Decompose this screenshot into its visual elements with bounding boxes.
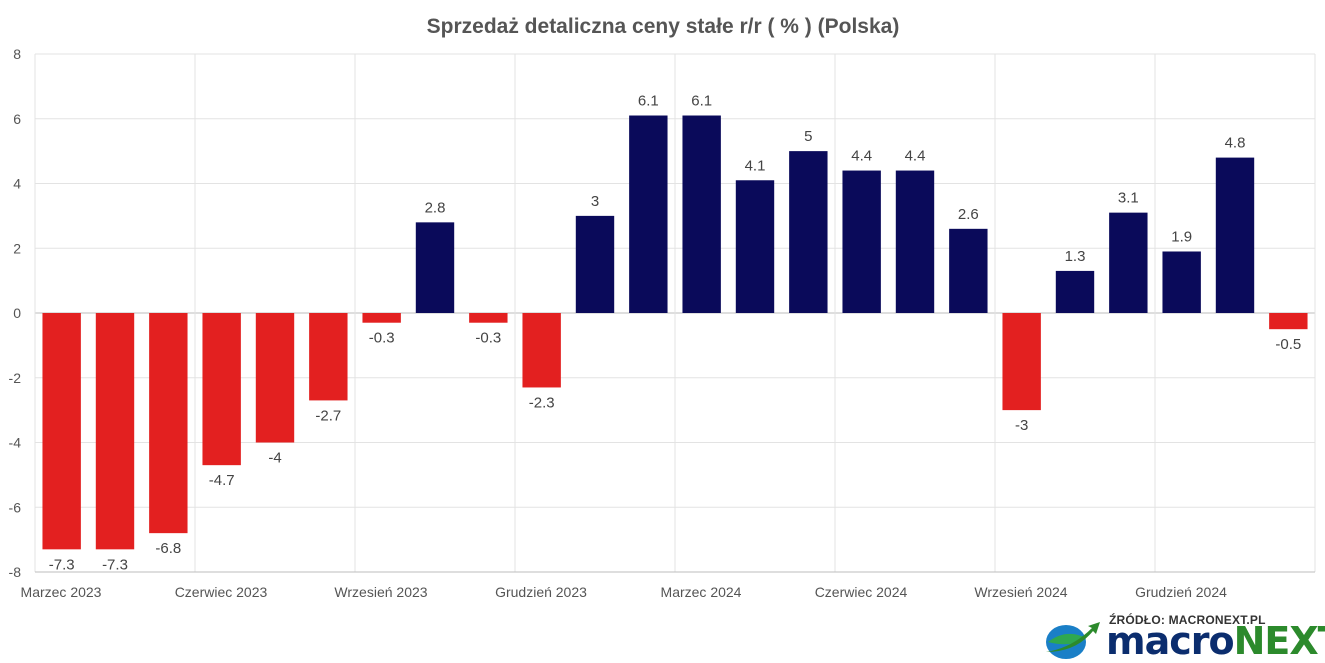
data-label: 1.9 xyxy=(1171,228,1192,245)
bars xyxy=(42,115,1308,550)
data-label: -2.3 xyxy=(529,394,555,411)
bar xyxy=(255,313,295,443)
data-label: -2.7 xyxy=(315,407,341,424)
bar xyxy=(95,313,135,550)
bar xyxy=(1109,212,1148,313)
bar xyxy=(149,313,188,534)
bar xyxy=(895,170,935,313)
data-label: 2.6 xyxy=(958,206,979,223)
y-tick-label: 0 xyxy=(13,305,21,321)
data-label: -7.3 xyxy=(102,556,128,573)
data-labels: -7.3 -7.3 -6.8 -4.7 -4 -2.7 -0.3 2.8 -0.3 -2.3 3 6.… xyxy=(49,93,1302,574)
bar xyxy=(735,180,775,313)
bar xyxy=(575,215,615,313)
bar xyxy=(1055,270,1095,313)
data-label: 4.8 xyxy=(1225,135,1246,152)
bar xyxy=(522,313,561,388)
bar xyxy=(1002,313,1041,411)
y-tick-label: 8 xyxy=(13,46,21,62)
data-label: 2.8 xyxy=(425,199,446,216)
y-tick-label: -2 xyxy=(9,370,22,386)
data-label: -0.5 xyxy=(1275,336,1301,353)
bar xyxy=(842,170,881,313)
data-label: 5 xyxy=(804,128,812,145)
data-label: -3 xyxy=(1015,417,1028,434)
bar xyxy=(469,313,508,323)
brand-logo: macroNEXT xyxy=(1106,622,1325,660)
data-label: 4.4 xyxy=(851,148,872,165)
y-tick-label: 2 xyxy=(13,240,21,256)
data-label: 3.1 xyxy=(1118,190,1139,207)
bar xyxy=(1215,157,1255,313)
bar xyxy=(362,313,401,323)
data-label: -4 xyxy=(268,450,281,467)
bar xyxy=(202,313,241,466)
y-tick-label: -8 xyxy=(9,564,22,580)
x-tick-label: Grudzień 2023 xyxy=(495,584,587,600)
data-label: 6.1 xyxy=(691,93,712,110)
bar xyxy=(309,313,348,401)
bar xyxy=(1162,251,1201,313)
bar xyxy=(1269,313,1308,330)
x-tick-label: Marzec 2024 xyxy=(661,584,742,600)
data-label: 6.1 xyxy=(638,93,659,110)
y-tick-label: 4 xyxy=(13,176,21,192)
data-label: -6.8 xyxy=(155,540,181,557)
data-label: -7.3 xyxy=(49,556,75,573)
bar xyxy=(42,313,81,550)
data-label: -0.3 xyxy=(369,330,395,347)
data-label: -4.7 xyxy=(209,472,235,489)
gridlines xyxy=(34,53,1316,573)
source-label: ŹRÓDŁO: MACRONEXT.PL xyxy=(1109,613,1266,627)
brand-part1: macro xyxy=(1106,619,1235,663)
data-label: 4.4 xyxy=(905,148,926,165)
data-label: -0.3 xyxy=(475,330,501,347)
bar xyxy=(415,222,455,313)
x-tick-label: Czerwiec 2023 xyxy=(175,584,268,600)
bar xyxy=(682,115,721,313)
brand-part2: NEXT xyxy=(1233,619,1325,663)
data-label: 3 xyxy=(591,193,599,210)
bar xyxy=(949,228,988,313)
data-label: 4.1 xyxy=(745,157,766,174)
x-tick-label: Wrzesień 2024 xyxy=(974,584,1067,600)
x-tick-label: Wrzesień 2023 xyxy=(334,584,427,600)
x-tick-label: Marzec 2023 xyxy=(21,584,102,600)
x-tick-label: Grudzień 2024 xyxy=(1135,584,1227,600)
axes: -8 -6 -4 -2 0 2 4 6 8 Marzec 2023 Czerwiec 2023 Wrz… xyxy=(9,46,1315,600)
y-tick-label: -6 xyxy=(9,499,22,515)
y-tick-label: 6 xyxy=(13,111,21,127)
data-label: 1.3 xyxy=(1065,248,1086,265)
chart-title: Sprzedaż detaliczna ceny stałe r/r ( % )… xyxy=(427,15,900,38)
bar xyxy=(629,115,668,313)
y-tick-label: -4 xyxy=(9,435,22,451)
bar xyxy=(789,151,828,313)
x-tick-label: Czerwiec 2024 xyxy=(815,584,908,600)
globe-arrow-icon xyxy=(1046,622,1100,659)
